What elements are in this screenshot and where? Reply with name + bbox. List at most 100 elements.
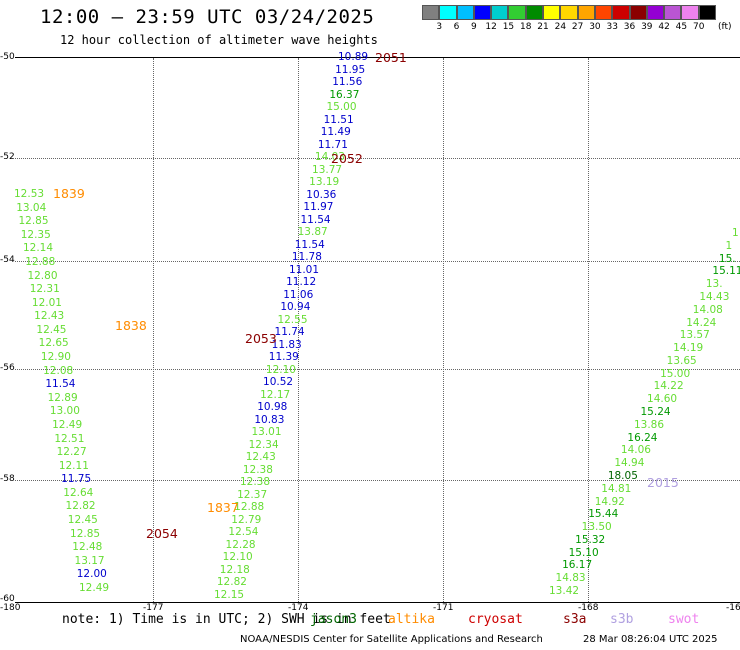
legend-swatch (698, 5, 717, 20)
wave-height-label: 12.65 (38, 337, 69, 350)
wave-height-label: 11.54 (294, 238, 325, 251)
wave-height-label: 11.74 (274, 326, 305, 339)
wave-height-label: 12.54 (228, 526, 259, 539)
legend-swatch (681, 5, 699, 20)
grid-line-lat (0, 369, 740, 370)
grid-line-lat (0, 261, 740, 262)
legend-unit: (ft) (718, 22, 732, 32)
map-title: 12:00 – 23:59 UTC 03/24/2025 (40, 6, 375, 28)
wave-height-label: 14.60 (647, 393, 678, 406)
wave-height-label: 13.17 (74, 554, 105, 567)
legend-tick-label: 3 (436, 22, 443, 32)
wave-height-label: 11.54 (300, 213, 331, 226)
wave-height-label: 14.08 (692, 303, 723, 316)
footnote: note: 1) Time is in UTC; 2) SWH is in fe… (62, 612, 391, 627)
wave-height-label: 12.88 (25, 255, 56, 268)
lat-label: -58 (0, 474, 15, 484)
legend-swatch (543, 5, 561, 20)
wave-height-label: 12.88 (234, 501, 265, 514)
legend-swatch (577, 5, 595, 20)
pass-label: 2051 (375, 50, 407, 65)
wave-height-label: 13.65 (666, 354, 697, 367)
lon-label: -174 (288, 603, 309, 613)
satellite-legend-cryosat: cryosat (468, 612, 523, 627)
wave-height-label: 12.49 (52, 418, 83, 431)
lat-label: -60 (0, 594, 15, 604)
legend-swatch (646, 5, 665, 20)
legend-tick-label: 45 (675, 22, 688, 32)
wave-height-label: 12.11 (58, 459, 89, 472)
wave-height-label: 15.44 (588, 508, 619, 521)
lat-label: -54 (0, 255, 15, 265)
wave-height-label: 12.43 (34, 310, 65, 323)
wave-height-label: 11.39 (268, 351, 299, 364)
legend-swatch (491, 5, 509, 20)
wave-height-label: 15.00 (326, 101, 357, 114)
wave-height-label: 10.83 (254, 413, 285, 426)
wave-height-label: 13.87 (297, 226, 328, 239)
legend-swatch (473, 5, 492, 20)
wave-height-label: 11.49 (320, 126, 351, 139)
wave-height-label: 15.10 (568, 546, 599, 559)
wave-height-label: 11.78 (291, 251, 322, 264)
wave-height-label: 12.82 (216, 576, 247, 589)
pass-label: 1838 (115, 318, 147, 333)
wave-height-label: 12.15 (214, 589, 245, 601)
wave-height-label: 12.31 (29, 283, 60, 296)
lat-label: -52 (0, 152, 15, 162)
wave-height-label: 13.01 (251, 426, 282, 439)
wave-height-label: 15.11 (712, 265, 740, 278)
wave-height-label: 13.19 (309, 176, 340, 189)
wave-height-label: 11.71 (317, 138, 348, 151)
satellite-legend-s3a: s3a (563, 612, 587, 627)
wave-height-label: 12.45 (36, 323, 67, 336)
wave-height-label: 14.92 (594, 495, 625, 508)
wave-height-label: 1 (725, 239, 733, 252)
wave-height-label: 11.56 (332, 76, 363, 89)
legend-tick-label: 9 (470, 22, 477, 32)
wave-height-label: 12.14 (22, 242, 54, 255)
wave-height-label: 14.43 (699, 290, 730, 303)
wave-height-label: 10.52 (263, 376, 294, 389)
legend-tick-label: 21 (537, 22, 549, 32)
wave-height-label: 12.28 (225, 538, 256, 551)
wave-height-label: 12.90 (40, 351, 71, 364)
satellite-legend-jason3: jason3 (310, 612, 357, 627)
legend-tick-label: 36 (623, 22, 636, 32)
wave-height-label: 16.24 (627, 431, 658, 444)
wave-height-label: 12.10 (222, 551, 253, 564)
wave-height-label: 10.94 (280, 301, 311, 314)
wave-height-label: 12.38 (242, 463, 273, 476)
wave-height-label: 15.00 (660, 367, 691, 380)
wave-height-label: 16.37 (329, 88, 360, 101)
wave-height-label: 12.80 (27, 269, 58, 282)
wave-height-label: 12.00 (76, 568, 107, 581)
wave-height-label: 12.82 (65, 500, 96, 513)
pass-label: 1837 (207, 500, 239, 515)
grid-line-lon (153, 58, 154, 602)
wave-height-label: 11.54 (45, 378, 76, 391)
wave-height-label: 11.01 (288, 263, 320, 276)
footer-timestamp: 28 Mar 08:26:04 UTC 2025 (583, 634, 718, 645)
wave-height-label: 15.32 (575, 533, 606, 546)
grid-line-lon (588, 58, 589, 602)
satellite-legend-altika: altika (388, 612, 435, 627)
wave-height-label: 14.94 (614, 457, 645, 470)
legend-swatch (664, 5, 682, 20)
lon-label: -168 (578, 603, 599, 613)
wave-height-label: 13.04 (16, 201, 47, 214)
pass-label: 2052 (331, 151, 363, 166)
wave-height-label: 12.18 (219, 563, 250, 576)
wave-height-label: 12.35 (20, 228, 51, 241)
wave-height-label: 12.85 (70, 527, 101, 540)
legend-tick-label: 6 (453, 22, 460, 32)
legend-tick-label: 42 (658, 22, 670, 32)
lon-label: -180 (0, 603, 21, 613)
wave-height-label: 13.50 (581, 521, 612, 534)
wave-height-label: 18.05 (607, 469, 638, 482)
wave-height-label: 14.03 (314, 151, 345, 164)
lon-label: -16 (726, 603, 740, 613)
wave-height-label: 14.22 (653, 380, 684, 393)
wave-height-label: 15.24 (640, 406, 671, 418)
legend-tick-label: 33 (606, 22, 618, 32)
